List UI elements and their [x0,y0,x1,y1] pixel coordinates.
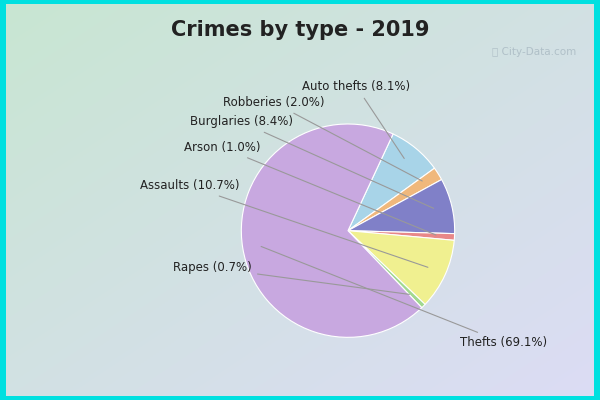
Wedge shape [348,231,454,304]
Wedge shape [348,180,455,234]
Wedge shape [348,231,455,240]
Wedge shape [348,168,442,231]
Text: Auto thefts (8.1%): Auto thefts (8.1%) [302,80,410,158]
Text: Robberies (2.0%): Robberies (2.0%) [223,96,422,181]
Text: Arson (1.0%): Arson (1.0%) [184,141,436,235]
Text: Thefts (69.1%): Thefts (69.1%) [261,246,547,349]
Text: Rapes (0.7%): Rapes (0.7%) [173,262,409,294]
Text: Assaults (10.7%): Assaults (10.7%) [140,179,428,267]
Wedge shape [348,134,434,231]
Text: ⓘ City-Data.com: ⓘ City-Data.com [492,47,577,57]
Text: Crimes by type - 2019: Crimes by type - 2019 [171,20,429,40]
Text: Burglaries (8.4%): Burglaries (8.4%) [190,115,434,208]
Wedge shape [241,124,422,337]
Wedge shape [348,231,425,308]
